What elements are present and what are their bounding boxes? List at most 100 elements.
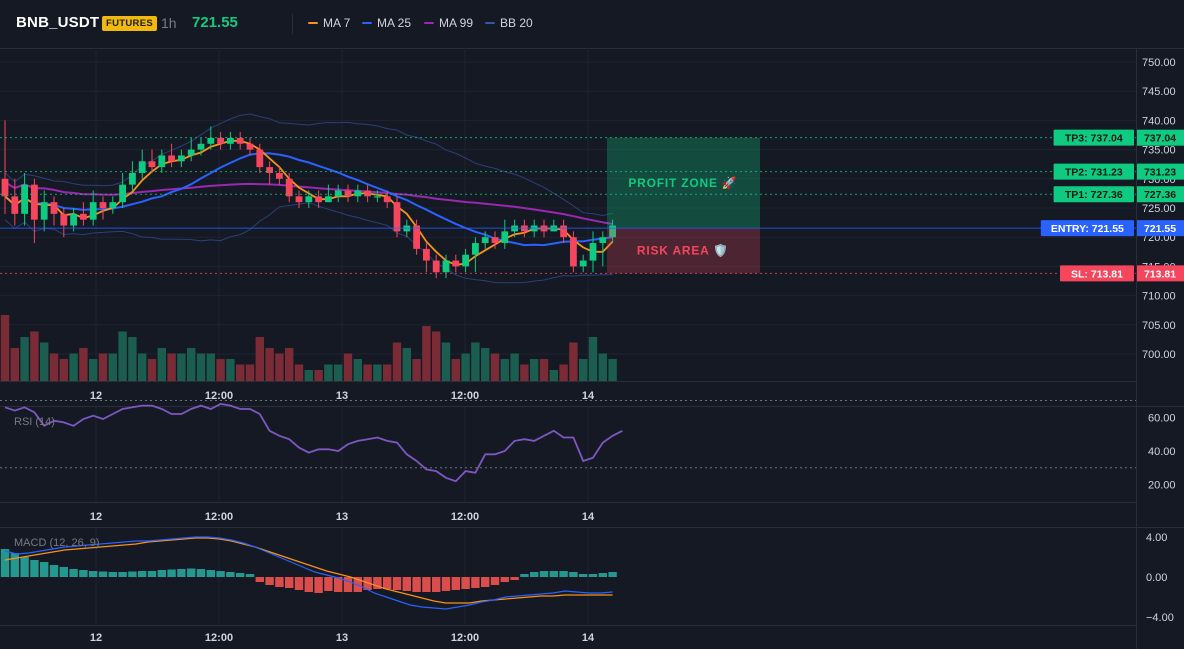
macd-histogram-bar — [490, 577, 500, 585]
volume-bar — [373, 364, 382, 381]
level-tag — [1053, 186, 1134, 203]
candle-body — [491, 237, 499, 244]
volume-bar — [138, 353, 147, 381]
volume-bar — [226, 359, 235, 381]
candle-body — [197, 143, 205, 150]
candle-body — [109, 202, 117, 208]
candle-body — [40, 202, 48, 220]
candle-body — [305, 196, 313, 203]
x-tick-label: 13 — [336, 511, 348, 523]
rsi-y-tick: 40.00 — [1148, 446, 1176, 458]
candle-body — [60, 213, 68, 226]
macd-histogram-bar — [236, 573, 245, 577]
candle-body — [285, 178, 293, 197]
macd-histogram-bar — [588, 574, 598, 577]
legend-bb20[interactable]: BB 20 — [485, 16, 533, 30]
y-tick-label: 740.00 — [1142, 115, 1176, 127]
macd-histogram-bar — [196, 569, 206, 577]
volume-bar — [245, 364, 255, 381]
macd-histogram-bar — [167, 569, 176, 577]
y-tick-label: 745.00 — [1142, 86, 1176, 98]
macd-signal-line — [4, 537, 613, 604]
level-tag — [1040, 220, 1134, 237]
macd-histogram-bar — [304, 577, 313, 592]
volume-bar — [559, 364, 568, 381]
macd-histogram-bar — [275, 577, 284, 587]
risk-area — [607, 228, 760, 274]
y-tick-label: 735.00 — [1142, 145, 1176, 157]
candle-body — [158, 155, 166, 168]
timeframe-label[interactable]: 1h — [161, 15, 177, 31]
candle-body — [148, 161, 156, 168]
candle-body — [442, 260, 450, 273]
volume-bar — [196, 353, 206, 381]
candle-body — [119, 184, 126, 203]
macd-histogram-bar — [187, 568, 196, 577]
candle-body — [168, 155, 175, 162]
volume-bar — [167, 353, 176, 381]
legend-ma99[interactable]: MA 99 — [424, 16, 473, 30]
macd-histogram-bar — [363, 577, 372, 590]
volume-bar — [510, 353, 519, 381]
volume-bar — [412, 359, 421, 381]
candle-body — [89, 202, 97, 220]
candle-body — [236, 137, 244, 144]
rsi-title: RSI (14) — [14, 416, 55, 428]
futures-badge: FUTURES — [102, 16, 157, 31]
candle-body — [256, 149, 264, 168]
macd-histogram-bar — [598, 573, 607, 577]
level-price-label: 727.36 — [1144, 189, 1176, 201]
volume-bar — [549, 370, 558, 381]
candle-body — [227, 137, 234, 144]
rsi-y-tick: 60.00 — [1148, 412, 1176, 424]
volume-bar — [30, 331, 39, 381]
volume-bar — [314, 370, 323, 381]
y-tick-label: 725.00 — [1142, 203, 1176, 215]
x-tick-label: 12:00 — [451, 511, 479, 523]
candle-body — [374, 196, 381, 198]
macd-histogram-bar — [608, 572, 617, 577]
x-tick-label: 14 — [582, 390, 595, 402]
macd-histogram-bar — [226, 572, 235, 577]
candle-body — [315, 196, 322, 203]
header-divider — [292, 14, 293, 34]
bb20-swatch — [485, 22, 495, 24]
x-tick-label: 12:00 — [205, 511, 233, 523]
bb-upper-line — [4, 113, 613, 217]
ma99-swatch — [424, 22, 434, 24]
volume-bar — [20, 337, 29, 381]
volume-bar — [432, 331, 441, 381]
legend-ma7[interactable]: MA 7 — [308, 16, 350, 30]
volume-bar — [363, 364, 372, 381]
macd-histogram-bar — [294, 577, 304, 590]
candle-body — [609, 225, 616, 238]
level-tag-label: ENTRY: 721.55 — [1051, 223, 1124, 235]
candle-body — [364, 190, 371, 197]
macd-pane[interactable]: MACD (12, 26, 9) — [0, 536, 617, 610]
macd-histogram-bar — [314, 577, 323, 593]
x-tick-label: 13 — [336, 390, 348, 402]
level-tag — [1053, 129, 1134, 146]
volume-bar — [187, 348, 196, 381]
legend-ma25[interactable]: MA 25 — [362, 16, 411, 30]
macd-histogram-bar — [539, 571, 549, 577]
candle-body — [560, 225, 567, 238]
volume-bar — [285, 348, 294, 381]
symbol-name[interactable]: BNB_USDT — [16, 14, 100, 31]
candlestick-pane[interactable] — [0, 113, 617, 381]
candle-body — [589, 243, 597, 261]
macd-histogram-bar — [432, 577, 441, 592]
level-price-tag — [1137, 186, 1184, 203]
candle-body — [501, 231, 509, 244]
volume-bar — [608, 359, 617, 381]
trade-overlay[interactable]: PROFIT ZONE 🚀 RISK AREA 🛡️ TP3: 737.04 737.… — [0, 129, 1184, 282]
volume-bar — [275, 353, 284, 381]
x-tick-label: 13 — [336, 632, 348, 644]
rsi-pane[interactable]: RSI (14) — [0, 400, 1136, 483]
risk-area-label: RISK AREA 🛡️ — [637, 244, 729, 258]
volume-bar — [118, 331, 127, 381]
level-price-label: 731.23 — [1144, 167, 1176, 179]
volume-bar — [147, 359, 157, 381]
volume-bar — [402, 348, 411, 381]
